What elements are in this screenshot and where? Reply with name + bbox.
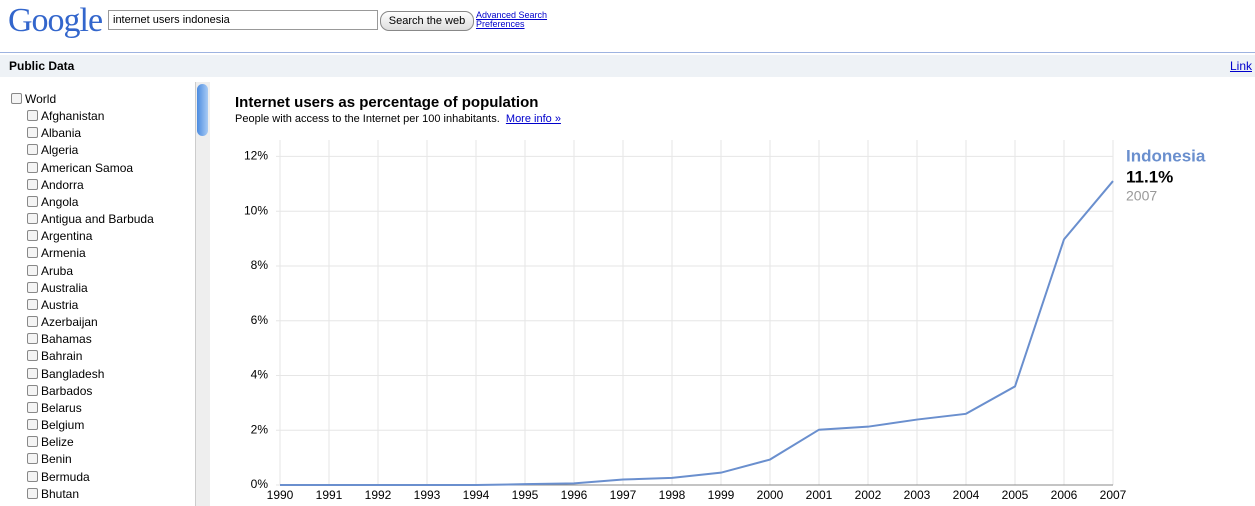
x-tick-label: 2005 [1002,488,1029,502]
page: {"header": {"logo": "Google", "query": "… [0,0,1255,506]
y-tick-label: 12% [244,149,268,163]
x-tick-label: 1994 [463,488,490,502]
x-tick-label: 2003 [904,488,931,502]
x-tick-label: 1993 [414,488,441,502]
y-tick-label: 6% [251,313,269,327]
x-tick-label: 1990 [267,488,294,502]
x-tick-label: 1998 [659,488,686,502]
x-tick-label: 2004 [953,488,980,502]
x-tick-label: 2000 [757,488,784,502]
value-label: 11.1% [1126,167,1173,186]
x-tick-label: 1992 [365,488,392,502]
series-name: Indonesia [1126,146,1206,165]
callout-year: 2007 [1126,188,1157,204]
y-tick-label: 2% [251,422,269,436]
x-tick-label: 2001 [806,488,833,502]
y-tick-label: 4% [251,368,269,382]
x-tick-label: 1996 [561,488,588,502]
y-tick-label: 0% [251,477,269,491]
x-tick-label: 2006 [1051,488,1078,502]
x-tick-label: 2007 [1100,488,1127,502]
x-tick-label: 1999 [708,488,735,502]
page-body: Google internet users indonesia Search t… [0,0,1255,506]
x-tick-label: 2002 [855,488,882,502]
line [280,181,1113,485]
x-tick-label: 1997 [610,488,637,502]
x-tick-label: 1995 [512,488,539,502]
chart: 1990 1991 1992 1993 1994 1995 1996 1997 1998 1999… [0,0,1255,506]
y-tick-label: 10% [244,203,268,217]
x-tick-label: 1991 [316,488,343,502]
y-tick-label: 8% [251,258,269,272]
